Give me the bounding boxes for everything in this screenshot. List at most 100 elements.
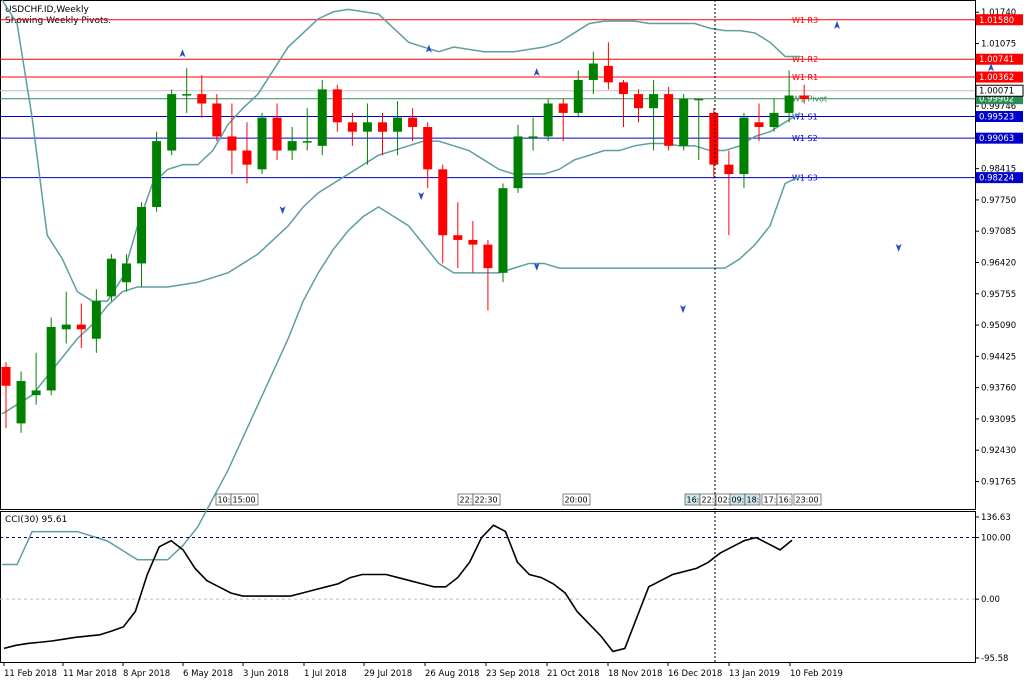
x-tick-label: 26 Aug 2018 <box>425 669 479 679</box>
candle-body <box>227 136 237 151</box>
price-tick-label: 0.97750 <box>981 196 1016 206</box>
candle-body <box>603 65 613 83</box>
session-label: 22: <box>460 496 473 505</box>
candle-body <box>347 122 357 132</box>
candle-body <box>769 112 779 128</box>
session-label: 18: <box>747 496 760 505</box>
price-tick-label: 0.93095 <box>981 415 1016 425</box>
x-tick-label: 8 Apr 2018 <box>123 669 170 679</box>
price-tick-label: 0.95755 <box>981 290 1016 300</box>
session-label-box <box>230 493 259 506</box>
candle-body <box>438 169 448 236</box>
cci-tick-label: 0.00 <box>981 595 1000 605</box>
candle-body <box>573 79 583 113</box>
candle-body <box>528 136 538 138</box>
session-label-box <box>793 493 822 506</box>
chart-title: USDCHF.ID,Weekly <box>5 5 89 15</box>
candle-body <box>408 117 418 128</box>
price-tick-label: 0.97085 <box>981 227 1016 237</box>
pivot-price-label: 1.00362 <box>979 73 1014 83</box>
session-label-box <box>776 493 793 506</box>
pivot-price-label: 0.99523 <box>979 113 1014 123</box>
candle-body <box>423 127 433 170</box>
pivot-label: W1 Pivot <box>792 95 827 104</box>
candle-body <box>76 324 86 330</box>
price-tick-label: 0.98415 <box>981 165 1016 175</box>
session-label: 16: <box>779 496 792 505</box>
pivot-price-box <box>976 132 1023 144</box>
candle-body <box>724 164 734 175</box>
cci-tick-label: 136.63 <box>981 513 1011 523</box>
cci-line <box>3 524 793 653</box>
pivot-price-box <box>976 93 1023 105</box>
candle-body <box>332 89 342 123</box>
candle-body <box>739 117 749 175</box>
x-tick-label: 23 Sep 2018 <box>486 669 540 679</box>
candle-body <box>212 103 222 137</box>
x-tick-label: 18 Nov 2018 <box>608 669 662 679</box>
session-label-box <box>562 493 591 506</box>
pivot-price-label: 0.99063 <box>979 134 1014 144</box>
pivot-price-label: 0.98224 <box>979 174 1014 184</box>
candle-body <box>468 239 478 245</box>
x-tick-label: 29 Jul 2018 <box>364 669 412 679</box>
cci-frame <box>0 511 976 663</box>
session-label-box <box>699 493 716 506</box>
candle-body <box>167 94 177 151</box>
x-tick-label: 21 Oct 2018 <box>547 669 600 679</box>
session-label-box <box>472 493 501 506</box>
session-label: 23:00 <box>796 496 819 505</box>
session-label: 16: <box>687 496 700 505</box>
candle-body <box>709 112 719 165</box>
fractal-down-arrow <box>533 262 540 271</box>
candle-body <box>287 141 297 151</box>
cci-tick-label: 100.00 <box>981 534 1011 544</box>
bollinger-mid <box>1 112 801 415</box>
candle-body <box>16 381 26 424</box>
candle-body <box>799 95 809 99</box>
price-tick-label: 0.92430 <box>981 446 1016 456</box>
session-label: 15:00 <box>233 496 256 505</box>
fractal-down-arrow <box>680 305 686 314</box>
fractal-down-arrow <box>418 192 425 201</box>
current-price-label: 1.00071 <box>979 87 1014 97</box>
candle-body <box>31 390 41 396</box>
session-label-box <box>744 493 761 506</box>
price-tick-label: 0.91765 <box>981 477 1016 487</box>
session-label: 09: <box>732 496 745 505</box>
candle-body <box>46 326 56 391</box>
fractal-down-arrow <box>895 243 902 252</box>
candle-body <box>754 122 764 128</box>
candle-body <box>483 244 493 269</box>
candle-body <box>152 141 162 207</box>
current-price-box <box>975 84 1024 97</box>
candle-body <box>649 94 659 109</box>
candle-body <box>694 98 704 101</box>
candle-body <box>1 366 11 386</box>
candle-body <box>784 95 794 113</box>
session-label: 02: <box>718 496 731 505</box>
candle-body <box>378 122 387 132</box>
candle-body <box>453 235 463 240</box>
candle-body <box>498 188 508 273</box>
pivot-label: W1 R2 <box>792 55 818 64</box>
pivot-label: W1 R3 <box>792 16 818 25</box>
candle-body <box>393 117 403 132</box>
candle-body <box>197 94 207 104</box>
pivot-price-box <box>976 71 1023 83</box>
chart-subtitle: Showing Weekly Pivots. <box>5 16 111 26</box>
candle-body <box>272 117 282 151</box>
pivot-price-label: 1.00741 <box>979 55 1014 65</box>
x-tick-label: 16 Dec 2018 <box>668 669 722 679</box>
x-tick-label: 13 Jan 2019 <box>729 669 780 679</box>
x-tick-label: 10 Feb 2019 <box>790 669 843 679</box>
price-tick-label: 1.01740 <box>981 8 1016 18</box>
session-label: 20:00 <box>565 496 588 505</box>
price-tick-label: 0.95090 <box>981 321 1016 331</box>
candle-body <box>137 206 147 264</box>
price-tick-label: 0.94425 <box>981 352 1016 362</box>
cci-label: CCI(30) 95.61 <box>5 515 67 525</box>
pivot-price-box <box>976 14 1023 26</box>
candle-body <box>242 150 252 165</box>
session-label: 10: <box>218 496 231 505</box>
